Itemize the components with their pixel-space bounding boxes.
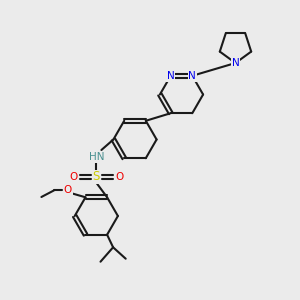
Text: HN: HN bbox=[88, 152, 104, 162]
Text: O: O bbox=[115, 172, 124, 182]
Text: N: N bbox=[167, 71, 175, 81]
Text: N: N bbox=[232, 58, 239, 68]
Text: S: S bbox=[93, 170, 100, 184]
Text: O: O bbox=[69, 172, 77, 182]
Text: N: N bbox=[188, 71, 196, 81]
Text: O: O bbox=[64, 185, 72, 195]
